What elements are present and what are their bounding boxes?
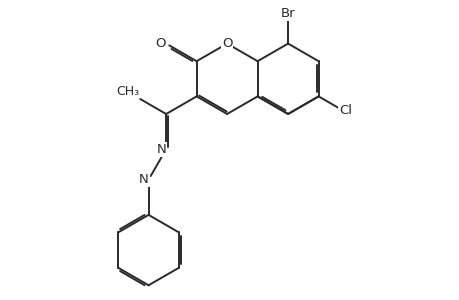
Text: N: N <box>139 173 148 186</box>
Text: Br: Br <box>280 7 295 20</box>
Text: O: O <box>155 37 166 50</box>
Text: CH₃: CH₃ <box>116 85 139 98</box>
Text: O: O <box>221 37 232 50</box>
Text: Cl: Cl <box>339 104 352 117</box>
Text: N: N <box>156 143 166 156</box>
